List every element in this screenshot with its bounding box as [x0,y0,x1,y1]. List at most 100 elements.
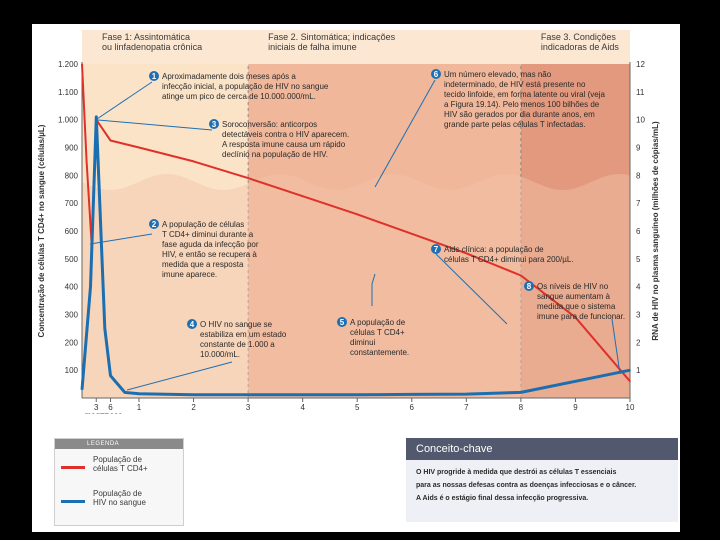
callout-8-badge [524,281,534,291]
y-left-tick-label: 1.000 [58,116,79,125]
callout-3-text: Soroconversão: anticorpos [222,120,317,129]
callout-7-leader [435,253,508,325]
y-right-tick-label: 11 [636,88,645,97]
legend-swatch-cd4 [61,466,85,469]
y-right-tick-label: 6 [636,227,641,236]
hiv-point [81,388,83,391]
cd4-point [247,177,249,179]
callout-1-text: atinge um pico de cerca de 10.000.000/mL… [162,92,316,101]
callout-7-number: 7 [434,245,439,254]
cd4-point [574,316,577,319]
callout-4-text: O HIV no sangue se [200,320,273,329]
callout-2-text: imune aparece. [162,270,217,279]
cd4-point [356,213,359,216]
x-tick-label: 4 [300,403,305,412]
slide: Fase 1: Assintomática ou linfadenopatia c… [32,24,680,532]
hiv-line [80,115,631,397]
legend-label-hiv-line1: População de [93,489,142,498]
callout-2-number: 2 [152,220,157,229]
x-tick-label: 2 [191,403,196,412]
callout-2-text: medida que a resposta [162,260,244,269]
cd4-point [81,63,83,65]
y-right-tick-label: 7 [636,199,641,208]
x-tick-label: 3 [94,403,99,412]
x-subtick-label: meses [84,411,108,414]
legend-item-cd4: População de células T CD4+ [59,455,183,481]
callout-4-text: 10.000/mL. [200,350,240,359]
cd4-point [301,195,304,198]
hiv-point [465,393,468,395]
callout-8-text: imune para de funcionar. [537,312,625,321]
x-tick-label: 7 [464,403,469,412]
key-concept-body: O HIV progride à medida que destrói as c… [406,460,678,505]
x-tick-label: 1 [137,403,142,412]
y-axis-right-label: RNA de HIV no plasma sanguíneo (milhões … [651,121,660,341]
hiv-point [410,393,413,396]
callout-6-text: HIV são gerados por dia durante anos, em [444,110,595,119]
y-left-tick-label: 300 [65,311,79,320]
hiv-point [301,393,304,396]
y-left-tick-label: 1.100 [58,88,79,97]
phase-label-2-line1: Fase 2. Sintomática; indicações [268,32,396,42]
y-left-tick-label: 600 [65,227,79,236]
hiv-point [104,327,106,330]
y-left-tick-label: 500 [65,255,79,264]
callout-8-text: sangue aumentam à [537,292,610,301]
y-right-tick-label: 12 [636,60,645,69]
hiv-point [89,285,92,288]
phase-bands [82,30,630,398]
y-axis-left-label: Concentração de células T CD4+ no sangue… [37,124,46,337]
x-tick-label: 8 [519,403,524,412]
callout-8-text: medida que o sistema [537,302,616,311]
callout-3-badge [209,119,219,129]
y-left-tick-label: 700 [65,199,79,208]
key-concept-box: Conceito-chave O HIV progride à medida q… [406,438,678,522]
legend-label-cd4-line2: células T CD4+ [93,464,148,473]
phase-band-1 [82,34,249,398]
callout-6-text: grande parte pelas células T infectadas. [444,120,586,129]
x-axis-label: Anos [347,413,365,414]
cd4-point [629,380,631,383]
phase-band-2 [248,34,521,398]
callout-5-text: diminui [350,338,376,347]
phase-label-1-line1: Fase 1: Assintomática [102,32,190,42]
callout-5-text: células T CD4+ [350,328,405,337]
wave-shape [82,174,630,398]
x-subtick-label: meses [99,411,123,414]
key-concept-line3: A Aids é o estágio final dessa infecção … [416,495,589,502]
callout-3-text: declínio na população de HIV. [222,150,328,159]
callout-6-number: 6 [434,70,439,79]
callout-2-badge [149,219,159,229]
y-left-tick-label: 1.200 [58,60,79,69]
callout-8-text: Os níveis de HIV no [537,282,609,291]
callout-1-badge [149,71,159,81]
callout-4-number: 4 [190,320,195,329]
y-right-tick-label: 4 [636,283,641,292]
x-tick-label: 5 [355,403,360,412]
callout-3-leader [97,119,213,131]
callout-1-leader [96,81,153,120]
legend-label-hiv-line2: HIV no sangue [93,498,146,507]
cd4-point [109,139,112,142]
y-left-tick-label: 200 [65,338,79,347]
callout-8-leader [611,318,621,375]
phase-label-3-line1: Fase 3. Condições [541,32,617,42]
hiv-point [356,393,359,396]
legend-title: LEGENDA [55,439,183,449]
hiv-point [520,391,522,394]
x-tick-label: 3 [246,403,251,412]
callout-1-number: 1 [152,72,157,81]
callout-2-text: A população de células [162,220,244,229]
y-right-tick-label: 8 [636,171,641,180]
y-left-tick-label: 400 [65,283,79,292]
callout-4-text: constante de 1.000 a [200,340,275,349]
y-right-tick-label: 3 [636,311,641,320]
callout-2-text: fase aguda da infecção por [162,240,259,249]
hiv-point [109,374,112,377]
callout-5-leader [371,273,376,306]
axes: 1.200 1.100 1.000 900 800 700 600 500 400 300 200 1… [37,60,660,414]
hiv-point [192,393,195,396]
callout-4-badge [187,319,197,329]
